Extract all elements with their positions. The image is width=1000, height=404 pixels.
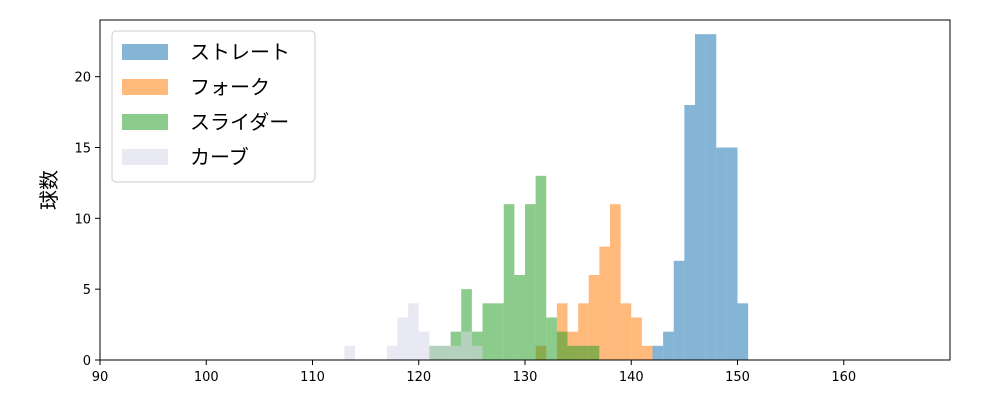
- histogram-bar: [493, 303, 504, 360]
- histogram-bar: [429, 345, 440, 360]
- histogram-bar: [610, 204, 621, 360]
- histogram-bar: [450, 331, 462, 360]
- histogram-bar: [588, 275, 600, 360]
- histogram-bar: [631, 317, 642, 360]
- legend-label: スライダー: [190, 110, 289, 134]
- y-tick-label: 0: [83, 354, 91, 369]
- histogram-bar: [652, 345, 664, 360]
- y-axis-label: 球数: [37, 170, 61, 210]
- histogram-bar: [535, 175, 547, 360]
- x-tick-label: 150: [725, 370, 750, 385]
- legend-swatch: [122, 149, 168, 165]
- x-tick-label: 110: [300, 370, 325, 385]
- histogram-bar: [440, 345, 451, 360]
- histogram-bar: [397, 317, 409, 360]
- y-tick-label: 20: [74, 71, 91, 86]
- histogram-bar: [567, 331, 579, 360]
- x-tick-label: 130: [513, 370, 538, 385]
- histogram-bar: [578, 345, 589, 360]
- x-tick-label: 140: [619, 370, 644, 385]
- histogram-bar: [695, 34, 706, 361]
- histogram-bar: [461, 331, 472, 360]
- histogram-bar: [471, 331, 483, 360]
- histogram-bar: [514, 275, 525, 360]
- histogram-bar: [471, 345, 483, 360]
- legend-label: ストレート: [190, 40, 290, 64]
- histogram-bar: [344, 345, 355, 360]
- histogram-bar: [578, 303, 589, 360]
- histogram-bar: [599, 246, 610, 360]
- histogram-bar: [567, 345, 579, 360]
- legend-box: [111, 30, 316, 183]
- histogram-bar: [556, 331, 568, 360]
- x-tick-label: 100: [194, 370, 219, 385]
- legend-swatch: [122, 114, 168, 130]
- histogram-bar: [418, 331, 430, 360]
- x-tick-label: 90: [92, 370, 109, 385]
- legend-label: フォーク: [190, 75, 270, 99]
- histogram-bar: [716, 147, 727, 360]
- histogram-bar: [503, 204, 515, 360]
- histogram-bar: [386, 345, 398, 360]
- histogram-bar: [737, 303, 749, 360]
- histogram-bar: [450, 345, 462, 360]
- legend-swatch: [122, 44, 168, 60]
- legend-label: カーブ: [190, 145, 249, 169]
- histogram-bar: [588, 345, 600, 360]
- histogram-bar: [663, 331, 674, 360]
- histogram-bar: [461, 289, 472, 360]
- histogram-bar: [546, 317, 557, 360]
- histogram-bar: [408, 303, 419, 360]
- y-tick-label: 15: [74, 142, 91, 157]
- histogram-bar: [525, 204, 536, 360]
- y-tick-label: 10: [74, 212, 91, 227]
- histogram-bar: [620, 303, 632, 360]
- y-tick-label: 5: [83, 283, 91, 298]
- histogram-bar: [673, 260, 685, 360]
- histogram-bar: [641, 345, 653, 360]
- histogram-bar: [705, 34, 717, 361]
- legend-swatch: [122, 79, 168, 95]
- histogram-bar: [726, 147, 738, 360]
- x-tick-label: 160: [831, 370, 856, 385]
- histogram-bar: [684, 105, 695, 360]
- histogram-bar: [482, 303, 494, 360]
- x-tick-label: 120: [406, 370, 431, 385]
